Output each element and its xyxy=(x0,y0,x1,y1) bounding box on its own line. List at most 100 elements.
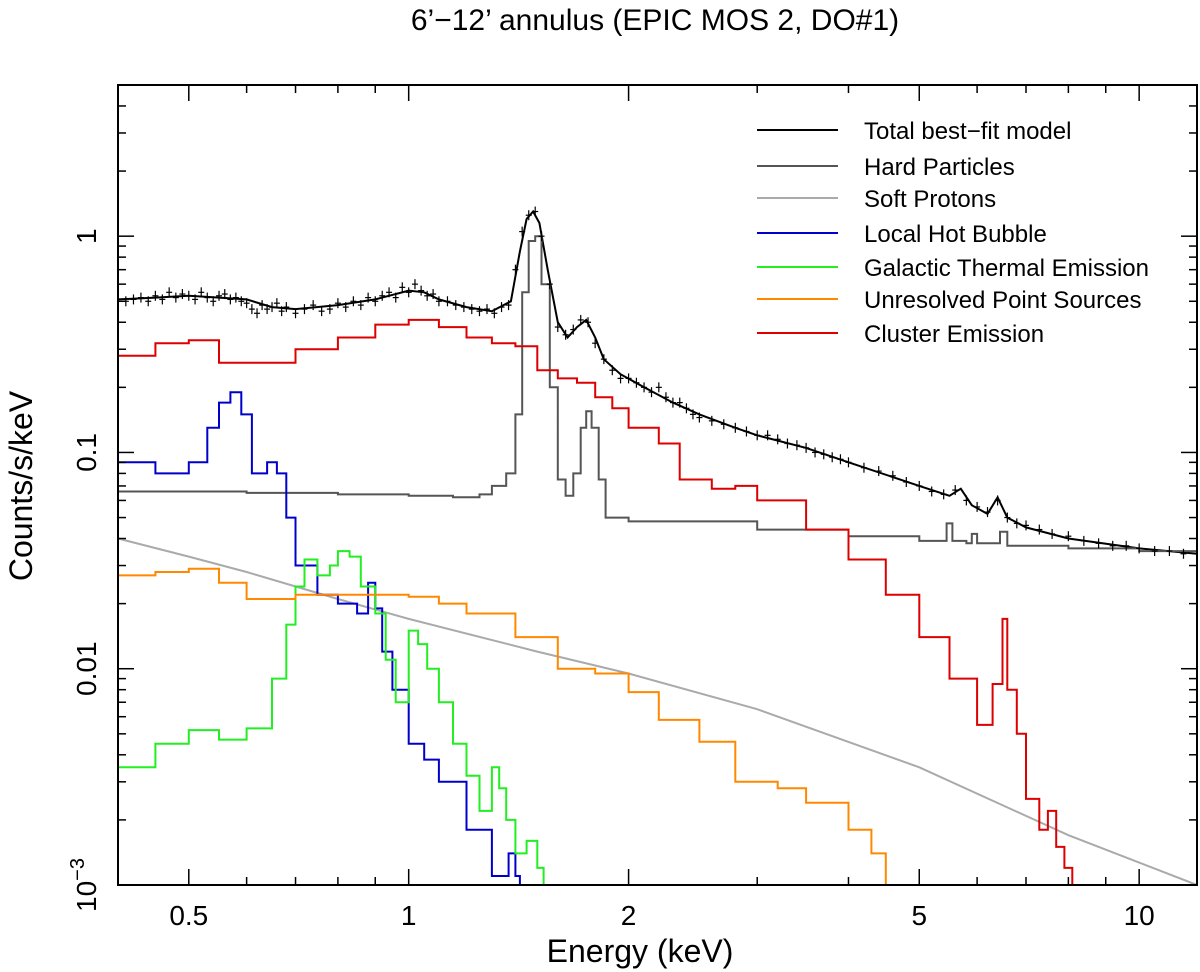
data-point xyxy=(845,457,852,468)
data-point xyxy=(648,387,655,398)
data-point xyxy=(743,426,750,437)
data-point xyxy=(405,287,412,298)
data-point xyxy=(232,292,239,303)
data-point xyxy=(1049,528,1056,539)
data-point xyxy=(435,296,442,307)
legend: Total best−fit model Hard Particles Soft P… xyxy=(757,118,1149,348)
data-point xyxy=(732,422,739,433)
legend-label: Unresolved Point Sources xyxy=(864,287,1141,314)
data-point xyxy=(172,292,179,303)
series-line-unresolved-point-sources xyxy=(118,567,887,885)
data-point xyxy=(216,290,223,301)
data-point xyxy=(963,495,970,506)
data-point xyxy=(283,302,290,313)
y-tick-label: 0.1 xyxy=(71,433,102,472)
data-point xyxy=(689,409,696,420)
data-point xyxy=(483,304,490,315)
data-point xyxy=(592,338,599,349)
data-point xyxy=(1080,535,1087,546)
data-point xyxy=(357,300,364,311)
data-point xyxy=(498,302,505,313)
data-point xyxy=(318,306,325,317)
data-point xyxy=(1194,548,1197,559)
x-tick-label: 5 xyxy=(911,900,927,931)
data-point xyxy=(399,282,406,293)
data-point xyxy=(1095,538,1102,549)
data-point xyxy=(1004,512,1011,523)
data-point xyxy=(585,317,592,328)
data-point xyxy=(525,210,532,221)
data-point xyxy=(625,373,632,384)
data-point xyxy=(683,403,690,414)
data-point xyxy=(803,442,810,453)
data-point xyxy=(889,470,896,481)
legend-label: Total best−fit model xyxy=(864,118,1071,145)
data-point xyxy=(793,440,800,451)
x-tick-label: 2 xyxy=(621,900,637,931)
data-point xyxy=(1023,520,1030,531)
data-point xyxy=(326,304,333,315)
data-point xyxy=(829,452,836,463)
data-point xyxy=(269,302,276,313)
data-point xyxy=(130,294,137,305)
data-point xyxy=(145,296,152,307)
x-tick-label: 1 xyxy=(401,900,417,931)
data-point xyxy=(903,477,910,488)
series-line-total-best-fit-model xyxy=(118,209,1197,555)
data-point xyxy=(152,290,159,301)
data-point xyxy=(974,501,981,512)
data-point xyxy=(570,324,577,335)
y-tick-label: 0.01 xyxy=(71,641,102,696)
axes: 0.5 1 2 5 10 10−3 0.01 0.1 1 xyxy=(67,85,1197,931)
data-point xyxy=(159,294,166,305)
y-axis-label: Counts/s/keV xyxy=(3,390,39,581)
data-point xyxy=(411,279,418,290)
x-axis-label: Energy (keV) xyxy=(547,933,734,969)
y-tick-label: 1 xyxy=(71,228,102,244)
data-point xyxy=(532,206,539,217)
data-point xyxy=(386,287,393,298)
data-point xyxy=(1109,540,1116,551)
data-point xyxy=(512,264,519,275)
data-point xyxy=(424,290,431,301)
data-point xyxy=(720,419,727,430)
series-line-soft-protons xyxy=(118,537,1197,885)
data-point xyxy=(754,430,761,441)
data-point xyxy=(577,314,584,325)
data-point xyxy=(185,290,192,301)
data-point xyxy=(278,306,285,317)
chart-title: 6’−12’ annulus (EPIC MOS 2, DO#1) xyxy=(411,4,899,37)
data-point xyxy=(655,382,662,393)
plot-frame xyxy=(117,84,1198,886)
data-point xyxy=(1180,548,1187,559)
data-point xyxy=(837,454,844,465)
data-point xyxy=(310,300,317,311)
legend-label: Soft Protons xyxy=(864,186,996,213)
data-point xyxy=(342,302,349,313)
data-point xyxy=(1136,543,1143,554)
data-point xyxy=(1151,546,1158,557)
data-point xyxy=(820,449,827,460)
plot-area xyxy=(118,206,1197,885)
data-point xyxy=(1166,546,1173,557)
data-point xyxy=(392,292,399,303)
data-point xyxy=(662,392,669,403)
data-point xyxy=(198,287,205,298)
data-point xyxy=(254,308,261,319)
data-point xyxy=(166,287,173,298)
legend-label: Hard Particles xyxy=(864,154,1015,181)
legend-label: Local Hot Bubble xyxy=(864,221,1047,248)
data-point xyxy=(227,294,234,305)
data-point xyxy=(600,354,607,365)
data-point xyxy=(669,397,676,408)
data-point xyxy=(221,289,228,300)
data-point xyxy=(243,298,250,309)
data-point xyxy=(210,296,217,307)
data-point xyxy=(204,292,211,303)
data-point xyxy=(292,308,299,319)
data-point xyxy=(952,485,959,496)
data-point xyxy=(418,285,425,296)
data-point xyxy=(468,304,475,315)
data-point xyxy=(505,300,512,311)
